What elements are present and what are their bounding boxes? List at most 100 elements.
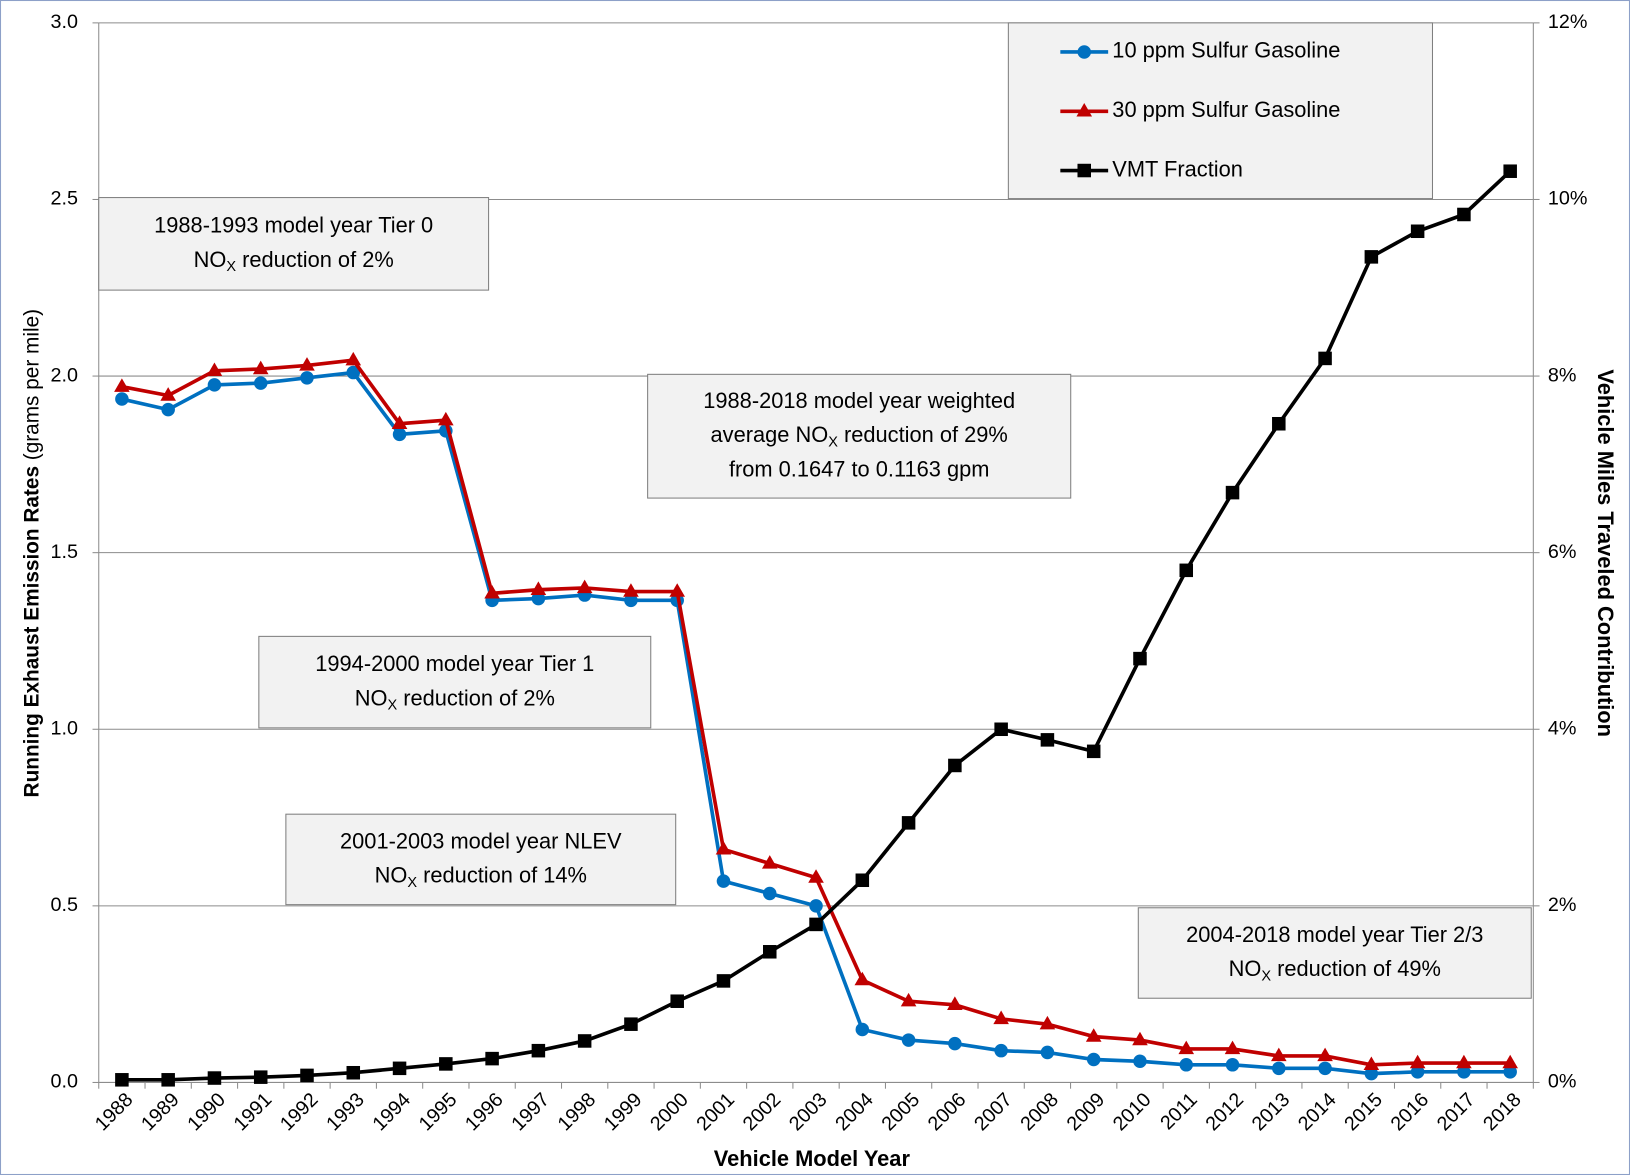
annotation-part: reduction of 14% xyxy=(417,862,587,887)
point xyxy=(1410,224,1425,239)
point xyxy=(808,869,824,883)
point xyxy=(1457,1065,1471,1079)
annotation-part: NO xyxy=(355,685,388,710)
point xyxy=(1271,1047,1287,1062)
x-axis-label: Vehicle Model Year xyxy=(714,1146,911,1171)
annotation-part: NO xyxy=(194,247,227,272)
annotation-text: 1988-2018 model year weighted xyxy=(703,388,1015,413)
y-tick-label: 0.5 xyxy=(51,894,78,916)
point xyxy=(114,378,130,392)
point xyxy=(1178,1040,1195,1055)
annotation-text: NOX reduction of 49% xyxy=(1229,956,1441,984)
annotation-box xyxy=(258,635,652,729)
point xyxy=(900,992,917,1007)
y2-axis-label: Vehicle Miles Traveled Contribution xyxy=(1593,369,1618,737)
annotation-text: NOX reduction of 2% xyxy=(355,685,555,713)
point xyxy=(115,1073,129,1087)
point xyxy=(1086,1052,1101,1067)
annotation-text: NOX reduction of 14% xyxy=(375,862,587,890)
point xyxy=(1272,1061,1286,1076)
point xyxy=(531,1043,546,1058)
annotation: 2004-2018 model year Tier 2/3 NOX reducti… xyxy=(1137,907,1532,999)
point xyxy=(948,758,962,773)
point xyxy=(345,351,362,366)
point xyxy=(207,1071,222,1085)
annotation-part: reduction of 49% xyxy=(1271,956,1441,981)
point xyxy=(1076,102,1093,117)
subscript: X xyxy=(387,697,397,713)
annotation-text: from 0.1647 to 0.1163 gpm xyxy=(729,456,989,481)
annotation-box xyxy=(647,373,1072,499)
y-tick-label: 1.5 xyxy=(51,541,78,563)
y2-tick-label: 4% xyxy=(1548,717,1577,739)
point xyxy=(948,1036,962,1051)
annotation-part: NO xyxy=(375,862,408,887)
y-axis-label: Running Exhaust Emission Rates (grams pe… xyxy=(21,309,44,798)
point xyxy=(346,365,361,380)
point xyxy=(392,1061,407,1076)
point xyxy=(160,387,176,401)
point xyxy=(1086,744,1101,759)
point xyxy=(1502,1054,1518,1069)
annotation-text: NOX reduction of 2% xyxy=(194,247,394,275)
point xyxy=(1040,733,1055,747)
y2-tick-label: 2% xyxy=(1548,894,1577,916)
point xyxy=(947,996,963,1010)
series xyxy=(114,351,1518,1070)
point xyxy=(1225,485,1240,500)
point xyxy=(439,1057,453,1071)
annotation-part: NO xyxy=(1229,956,1262,981)
point xyxy=(761,855,778,869)
point xyxy=(1318,351,1332,366)
point xyxy=(1410,1065,1425,1079)
point xyxy=(1077,45,1091,59)
y-tick-label: 3.0 xyxy=(51,11,78,33)
annotation-part: 1994-2000 model year Tier 1 xyxy=(315,651,594,676)
legend-label: VMT Fraction xyxy=(1112,156,1243,181)
point xyxy=(253,1070,268,1084)
point xyxy=(438,411,454,426)
annotation-text: 1988-1993 model year Tier 0 xyxy=(154,212,433,237)
point xyxy=(392,427,407,442)
point xyxy=(901,816,916,830)
point xyxy=(994,722,1008,737)
point xyxy=(1179,1058,1194,1072)
point xyxy=(299,357,315,371)
point xyxy=(485,1051,499,1066)
annotation-text: 1994-2000 model year Tier 1 xyxy=(315,651,594,676)
point xyxy=(715,841,732,855)
y-tick-label: 2.0 xyxy=(51,364,78,386)
y-tick-label: 1.0 xyxy=(51,717,78,739)
annotation-box xyxy=(285,813,677,906)
point xyxy=(1133,1054,1147,1069)
point xyxy=(763,886,777,901)
annotation-text: average NOX reduction of 29% xyxy=(711,422,1008,450)
point xyxy=(670,994,684,1008)
point xyxy=(809,899,823,913)
point xyxy=(1133,651,1147,666)
point xyxy=(624,593,638,608)
point xyxy=(1317,1047,1333,1062)
point xyxy=(993,1010,1009,1025)
annotation-part: 2001-2003 model year NLEV xyxy=(340,828,622,853)
point xyxy=(1272,416,1286,431)
y-axis-label-units: (grams per mile) xyxy=(21,309,44,466)
annotation: 1988-2018 model year weighted average NOX… xyxy=(647,373,1072,499)
point xyxy=(531,591,546,606)
point xyxy=(624,1017,638,1031)
annotation-box xyxy=(1137,907,1532,999)
point xyxy=(576,579,593,594)
annotation-part: reduction of 29% xyxy=(838,422,1008,447)
point xyxy=(391,415,408,429)
point xyxy=(1085,1028,1102,1042)
y-tick-label: 0.0 xyxy=(51,1071,78,1093)
annotation-box xyxy=(98,197,490,291)
point xyxy=(1318,1061,1332,1076)
annotation-text: 2001-2003 model year NLEV xyxy=(340,828,622,853)
point xyxy=(1457,207,1471,222)
point xyxy=(253,376,268,390)
point xyxy=(1364,1066,1379,1081)
series xyxy=(115,164,1517,1087)
annotation-text: 2004-2018 model year Tier 2/3 xyxy=(1186,922,1483,947)
point xyxy=(252,360,269,375)
